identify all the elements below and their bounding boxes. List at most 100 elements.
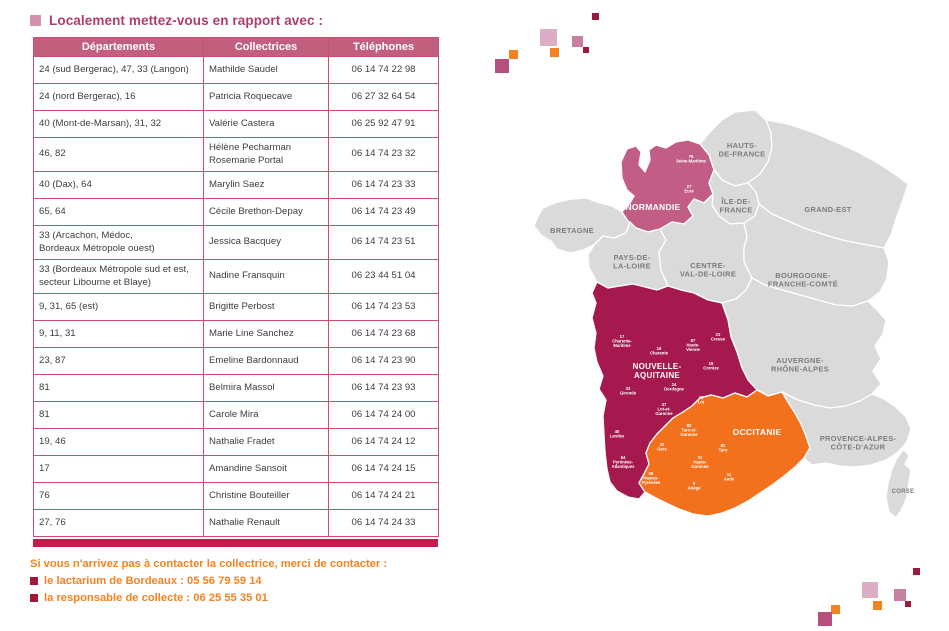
cell-departements: 24 (nord Bergerac), 16 xyxy=(33,83,204,111)
dept-label-76: 76 Seine-Maritime xyxy=(676,154,706,164)
dept-label-46: 46 Lot xyxy=(698,395,705,405)
decor-square xyxy=(913,568,920,575)
cell-collectrice: Marylin Saez xyxy=(203,171,329,199)
cell-telephone: 06 14 74 23 32 xyxy=(328,137,439,172)
cell-telephone: 06 14 74 23 93 xyxy=(328,374,439,402)
cell-collectrice: Christine Bouteiller xyxy=(203,482,329,510)
map-region-occitanie xyxy=(638,389,811,517)
cell-telephone: 06 14 74 24 21 xyxy=(328,482,439,510)
dept-label-82: 82 Tarn-et-Garonne xyxy=(680,423,698,437)
table-row: 65, 64 Cécile Brethon-Depay 06 14 74 23 49 xyxy=(33,198,439,226)
cell-collectrice: Nathalie Fradet xyxy=(203,428,329,456)
decor-square xyxy=(873,601,882,610)
cell-collectrice: Valérie Castera xyxy=(203,110,329,138)
cell-collectrice: Belmira Massol xyxy=(203,374,329,402)
cell-collectrice: Patricia Roquecave xyxy=(203,83,329,111)
table-row: 9, 31, 65 (est) Brigitte Perbost 06 14 74 … xyxy=(33,293,439,321)
table-row: 24 (nord Bergerac), 16 Patricia Roquecave… xyxy=(33,83,439,111)
table-row: 33 (Arcachon, Médoc, Bordeaux Métropole o… xyxy=(33,225,439,260)
cell-departements: 81 xyxy=(33,401,204,429)
dept-label-27: 27 Eure xyxy=(684,184,694,194)
table-row: 9, 11, 31 Marie Line Sanchez 06 14 74 23 6… xyxy=(33,320,439,348)
dept-label-40: 40 Landes xyxy=(610,429,625,439)
cell-collectrice: Amandine Sansoit xyxy=(203,455,329,483)
cell-collectrice: Carole Mira xyxy=(203,401,329,429)
cell-collectrice: Nathalie Renault xyxy=(203,509,329,537)
cell-departements: 46, 82 xyxy=(33,137,204,172)
bullet-square-icon xyxy=(30,594,38,602)
cell-telephone: 06 14 74 24 15 xyxy=(328,455,439,483)
decor-square xyxy=(550,48,559,57)
cell-departements: 19, 46 xyxy=(33,428,204,456)
dept-label-47: 47 Lot-et-Garonne xyxy=(655,402,673,416)
decor-square xyxy=(905,601,911,607)
cell-departements: 76 xyxy=(33,482,204,510)
cell-telephone: 06 14 74 23 51 xyxy=(328,225,439,260)
decor-square xyxy=(818,612,832,626)
footer-items: le lactarium de Bordeaux : 05 56 79 59 1… xyxy=(30,575,450,604)
dept-label-64: 64 Pyrénées-Atlantiques xyxy=(612,455,635,469)
table-row: 27, 76 Nathalie Renault 06 14 74 24 33 xyxy=(33,509,439,537)
title-bullet-square-icon xyxy=(30,15,41,26)
cell-departements: 33 (Bordeaux Métropole sud et est, secteu… xyxy=(33,259,204,294)
dept-label-65: 65 Hautes-Pyrénées xyxy=(642,471,661,485)
cell-collectrice: Brigitte Perbost xyxy=(203,293,329,321)
region-label-hauts-de-france: HAUTS-DE-FRANCE xyxy=(719,141,766,159)
region-label-occitanie: OCCITANIE xyxy=(733,427,782,437)
table-row: 81 Belmira Massol 06 14 74 23 93 xyxy=(33,374,439,402)
region-label-bretagne: BRETAGNE xyxy=(550,226,594,235)
cell-telephone: 06 14 74 24 33 xyxy=(328,509,439,537)
cell-departements: 24 (sud Bergerac), 47, 33 (Langon) xyxy=(33,56,204,84)
bullet-square-icon xyxy=(30,577,38,585)
cell-telephone: 06 14 74 24 00 xyxy=(328,401,439,429)
contacts-table: Départements Collectrices Téléphones 24 … xyxy=(33,37,439,537)
table-row: 46, 82 Hélène Pecharman Rosemarie Portal 06… xyxy=(33,137,439,172)
cell-collectrice: Marie Line Sanchez xyxy=(203,320,329,348)
cell-telephone: 06 14 74 23 68 xyxy=(328,320,439,348)
decor-square xyxy=(592,13,599,20)
fallback-contacts: Si vous n'arrivez pas à contacter la col… xyxy=(30,558,450,604)
header-row: Départements Collectrices Téléphones xyxy=(33,37,439,57)
table-row: 40 (Dax), 64 Marylin Saez 06 14 74 23 33 xyxy=(33,171,439,199)
cell-telephone: 06 14 74 23 53 xyxy=(328,293,439,321)
dept-label-24: 24 Dordogne xyxy=(664,382,684,392)
contacts-table-header: Départements Collectrices Téléphones xyxy=(33,37,439,57)
table-row: 24 (sud Bergerac), 47, 33 (Langon) Mathil… xyxy=(33,56,439,84)
table-bottom-bar xyxy=(33,539,438,547)
dept-label-19: 19 Corrèze xyxy=(703,361,719,371)
decor-square xyxy=(831,605,840,614)
cell-departements: 27, 76 xyxy=(33,509,204,537)
decor-square xyxy=(862,582,878,598)
contact-panel: Localement mettez-vous en rapport avec :… xyxy=(30,13,450,604)
region-label-pays-de-la-loire: PAYS-DE-LA-LOIRE xyxy=(613,253,651,271)
footer-contact-text: le lactarium de Bordeaux : 05 56 79 59 1… xyxy=(44,575,262,587)
col-header-departements: Départements xyxy=(33,37,204,57)
region-label-normandie: NORMANDIE xyxy=(625,202,680,212)
cell-collectrice: Jessica Bacquey xyxy=(203,225,329,260)
decor-square xyxy=(509,50,518,59)
dept-label-32: 32 Gers xyxy=(657,442,667,452)
region-label-provence-alpes-cote-d-azur: PROVENCE-ALPES-CÔTE-D'AZUR xyxy=(820,434,897,452)
dept-label-9: 9 Ariège xyxy=(687,481,701,491)
decor-square xyxy=(894,589,906,601)
decor-square xyxy=(583,47,589,53)
footer-contact-item: le lactarium de Bordeaux : 05 56 79 59 1… xyxy=(30,575,450,587)
dept-label-17: 17 Charente-Maritime xyxy=(612,334,632,348)
map-region-provence-alpes-cote-d-azur xyxy=(781,391,912,468)
cell-departements: 23, 87 xyxy=(33,347,204,375)
footer-contact-text: la responsable de collecte : 06 25 55 35… xyxy=(44,592,268,604)
decor-square xyxy=(540,29,557,46)
dept-label-87: 87 Haute-Vienne xyxy=(686,338,700,352)
region-label-nouvelle-aquitaine: NOUVELLE-AQUITAINE xyxy=(633,362,682,380)
cell-telephone: 06 14 74 24 12 xyxy=(328,428,439,456)
decor-square xyxy=(495,59,509,73)
dept-label-81: 81 Tarn xyxy=(719,443,728,453)
col-header-collectrices: Collectrices xyxy=(203,37,329,57)
dept-label-31: 31 Haute-Garonne xyxy=(691,455,709,469)
cell-departements: 65, 64 xyxy=(33,198,204,226)
region-label-auvergne-rhone-alpes: AUVERGNE-RHÔNE-ALPES xyxy=(771,356,829,374)
cell-collectrice: Nadine Fransquin xyxy=(203,259,329,294)
page-title: Localement mettez-vous en rapport avec : xyxy=(49,13,324,28)
cell-collectrice: Mathilde Saudel xyxy=(203,56,329,84)
region-label-bourgogne-franche-comte: BOURGOGNE-FRANCHE-COMTÉ xyxy=(768,271,838,289)
